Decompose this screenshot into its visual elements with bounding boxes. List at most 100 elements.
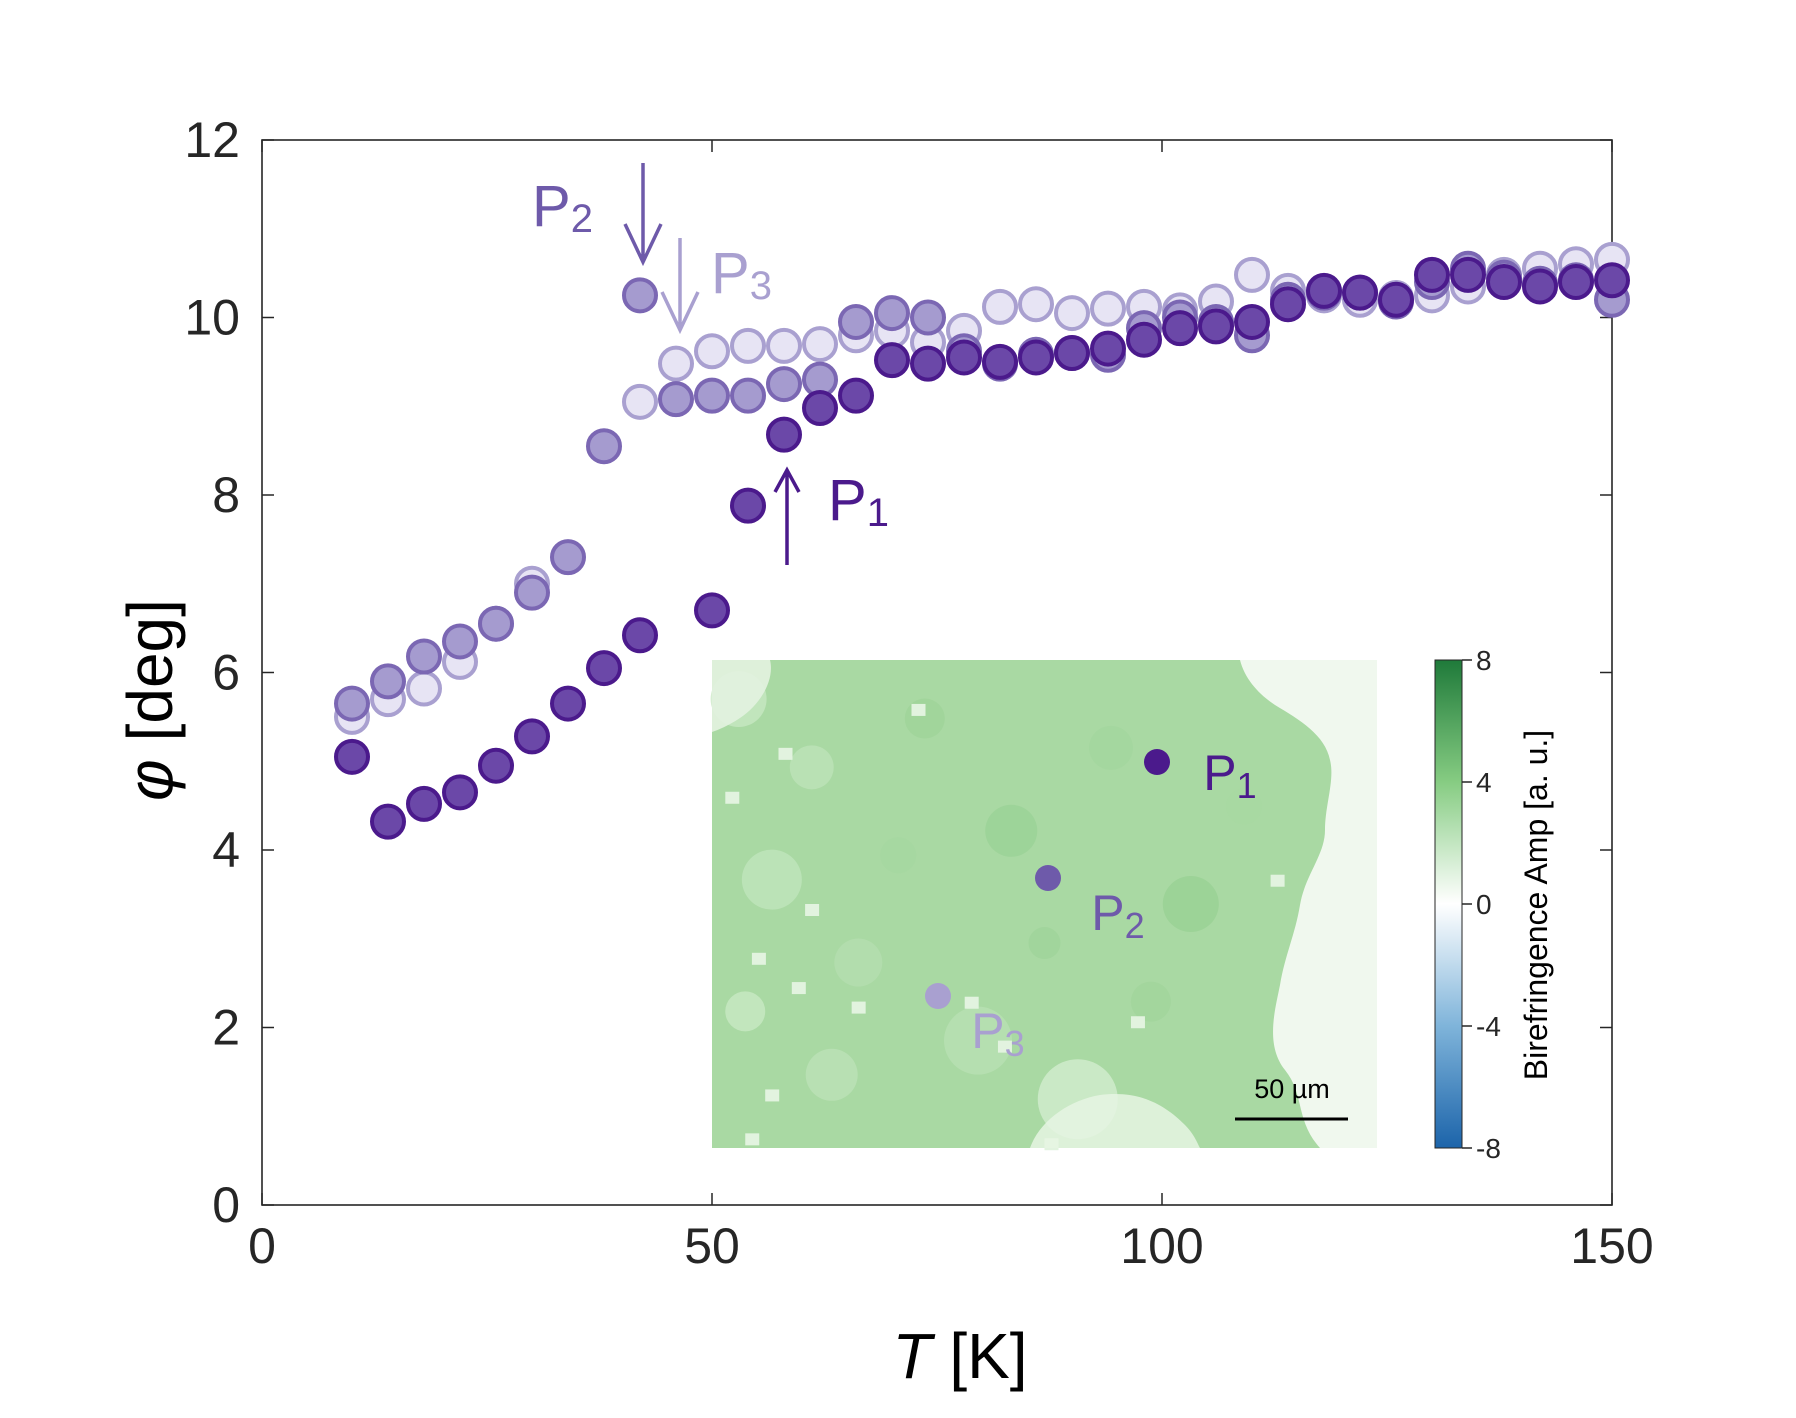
annotation-label-sub: 2 — [571, 197, 593, 241]
inset-texture-speck — [745, 1133, 760, 1146]
data-point-p3: P3: T=42 K, φ=9.05 — [622, 383, 658, 420]
colorbar-ticks: 8 4 0 -4 -8 — [1462, 645, 1501, 1164]
inset-texture-speck — [805, 904, 820, 916]
data-point-p2: P2: T=66 K, φ=9.95 — [838, 303, 874, 340]
inset-texture-blotch — [985, 804, 1038, 857]
inset-texture-speck — [997, 1040, 1012, 1053]
data-point-p3: P3: T=82 K, φ=10.12 — [982, 288, 1018, 325]
inset-light-region-right — [1240, 660, 1377, 1148]
colorbar-tick-label: 4 — [1476, 767, 1492, 798]
inset-texture-speck — [1270, 874, 1285, 887]
inset-point-label-p2: P2 — [1091, 885, 1144, 946]
data-point-p1: P1: T=58 K, φ=8.68 — [766, 416, 802, 453]
x-tick-labels: 0 50 100 150 — [248, 1218, 1654, 1274]
data-point-p2: P2: T=54 K, φ=9.12 — [730, 377, 766, 414]
data-point-p3: P3: T=18 K, φ=5.82 — [406, 670, 442, 707]
axis-ticks — [261, 139, 1613, 1206]
inset-point-label-main: P — [1203, 745, 1236, 801]
inset-point-marker-p3 — [925, 983, 951, 1009]
inset-texture-speck — [964, 996, 979, 1009]
inset-texture-blotch — [1028, 927, 1061, 960]
data-point-p1: P1: T=86 K, φ=9.55 — [1018, 339, 1054, 376]
colorbar-title: Birefringence Amp [a. u.] — [1518, 730, 1554, 1080]
data-point-p1: P1: T=110 K, φ=9.95 — [1234, 303, 1270, 340]
series-p1: P1: T=10 K, φ=5.05P1: T=14 K, φ=4.32P1: … — [334, 256, 1630, 840]
x-tick-label: 150 — [1570, 1218, 1653, 1274]
inset-texture-blotch — [880, 837, 917, 874]
data-point-p3: P3: T=62 K, φ=9.7 — [802, 326, 838, 363]
data-point-p2: P2: T=34 K, φ=7.3 — [550, 539, 586, 576]
inset-texture-speck — [911, 703, 926, 716]
inset-texture-blotch — [805, 1048, 858, 1101]
data-point-p1: P1: T=30 K, φ=5.28 — [514, 718, 550, 755]
data-point-p3: P3: T=86 K, φ=10.15 — [1018, 286, 1054, 323]
inset-point-label-sub: 3 — [1005, 1023, 1025, 1064]
data-point-p1: P1: T=62 K, φ=8.98 — [802, 390, 838, 427]
data-point-p1: P1: T=106 K, φ=9.9 — [1198, 308, 1234, 345]
y-tick-label: 10 — [184, 290, 240, 346]
data-point-p1: P1: T=66 K, φ=9.12 — [838, 377, 874, 414]
colorbar: 8 4 0 -4 -8 Birefringence Amp [a. u.] — [1434, 645, 1554, 1164]
annotation-label-main: P — [828, 468, 867, 533]
data-point-p1: P1: T=150 K, φ=10.42 — [1594, 262, 1630, 299]
data-point-p2: P2: T=10 K, φ=5.65 — [334, 685, 370, 722]
data-point-p1: P1: T=10 K, φ=5.05 — [334, 738, 370, 775]
data-point-p1: P1: T=146 K, φ=10.4 — [1558, 264, 1594, 300]
x-tick-label: 0 — [248, 1218, 276, 1274]
annotation-p2: P2 — [532, 163, 663, 267]
data-point-p2: P2: T=22 K, φ=6.35 — [442, 623, 478, 660]
inset-light-region-topleft — [712, 660, 771, 732]
data-point-p2: P2: T=26 K, φ=6.55 — [478, 605, 514, 642]
data-point-p1: P1: T=94 K, φ=9.65 — [1090, 330, 1126, 367]
x-tick-label: 100 — [1120, 1218, 1203, 1274]
scale-bar-label: 50 µm — [1254, 1074, 1330, 1104]
y-axis-title: φ [deg] — [114, 599, 186, 801]
colorbar-tick-label: -4 — [1476, 1011, 1501, 1042]
data-point-p1: P1: T=130 K, φ=10.48 — [1414, 256, 1450, 293]
data-point-p1: P1: T=70 K, φ=9.52 — [874, 342, 910, 379]
data-point-p1: P1: T=98 K, φ=9.75 — [1126, 321, 1162, 358]
data-point-p1: P1: T=22 K, φ=4.65 — [442, 774, 478, 811]
data-point-p1: P1: T=14 K, φ=4.32 — [370, 803, 406, 840]
data-point-p3: P3: T=46 K, φ=9.48 — [658, 345, 694, 382]
data-point-p1: P1: T=26 K, φ=4.95 — [478, 747, 514, 784]
inset-texture-blotch — [789, 745, 834, 790]
data-point-p3: P3: T=50 K, φ=9.62 — [694, 333, 730, 370]
inset-texture-blotch — [834, 938, 883, 987]
data-point-p1: P1: T=90 K, φ=9.6 — [1054, 335, 1090, 371]
data-point-p1: P1: T=42 K, φ=6.42 — [622, 617, 658, 654]
data-point-p2: P2: T=50 K, φ=9.12 — [694, 377, 730, 414]
inset-texture-blotch — [725, 991, 766, 1032]
data-series: P3: T=10 K, φ=5.5P3: T=14 K, φ=5.7P3: T=… — [334, 241, 1630, 840]
inset-texture-blotch — [1162, 876, 1219, 932]
inset-texture-blotch — [944, 1006, 1012, 1075]
inset-point-label-sub: 2 — [1125, 905, 1145, 946]
data-point-p2: P2: T=58 K, φ=9.25 — [766, 366, 802, 403]
inset-texture-blotch — [1130, 981, 1171, 1022]
data-point-p2: P2: T=30 K, φ=6.9 — [514, 574, 550, 611]
data-point-p2: P2: T=70 K, φ=10.05 — [874, 295, 910, 332]
annotation-arrow-p1 — [773, 466, 801, 565]
annotation-arrow-p2 — [623, 163, 663, 267]
inset-point-marker-p2 — [1035, 865, 1061, 891]
data-point-p1: P1: T=18 K, φ=4.52 — [406, 785, 442, 822]
annotation-arrow-p3 — [660, 238, 700, 335]
data-point-p1: P1: T=102 K, φ=9.88 — [1162, 310, 1198, 347]
data-point-p2: P2: T=46 K, φ=9.08 — [658, 381, 694, 418]
y-tick-label: 6 — [212, 645, 240, 701]
data-point-p1: P1: T=34 K, φ=5.65 — [550, 685, 586, 722]
inset-texture-speck — [778, 747, 793, 760]
data-point-p1: P1: T=82 K, φ=9.5 — [982, 343, 1018, 380]
inset-point-label-main: P — [971, 1003, 1004, 1059]
colorbar-gradient — [1434, 659, 1463, 1149]
data-point-p2: P2: T=38 K, φ=8.55 — [586, 428, 622, 465]
data-point-p3: P3: T=90 K, φ=10.05 — [1054, 295, 1090, 332]
annotation-label-p3: P3 — [711, 241, 772, 308]
inset-texture-speck — [751, 952, 766, 965]
annotation-p1: P1 — [773, 466, 889, 565]
y-tick-label: 8 — [212, 467, 240, 523]
data-point-p1: P1: T=138 K, φ=10.4 — [1486, 264, 1522, 300]
inset-texture-blotch — [741, 849, 802, 910]
